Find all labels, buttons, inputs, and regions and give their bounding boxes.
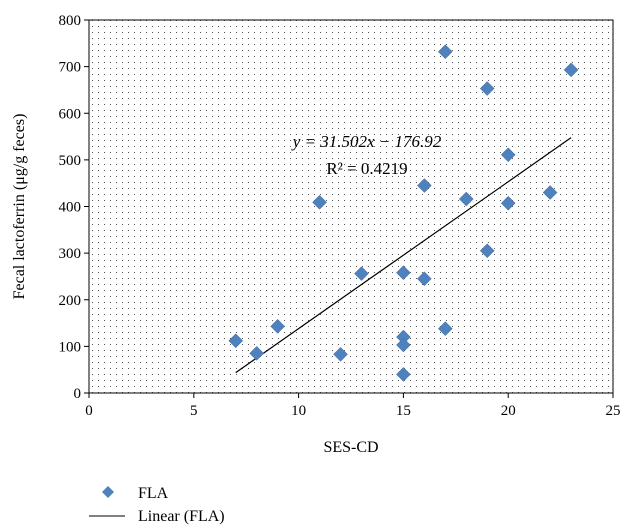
y-tick-label: 400 bbox=[59, 200, 82, 216]
y-tick-label: 300 bbox=[59, 246, 82, 262]
data-points-layer bbox=[228, 44, 579, 382]
regression-equation: y = 31.502x − 176.92 bbox=[291, 132, 442, 151]
y-tick-label: 200 bbox=[59, 293, 82, 309]
data-point bbox=[417, 271, 432, 287]
legend-diamond-icon bbox=[102, 486, 114, 498]
data-point bbox=[249, 346, 265, 361]
plot-background bbox=[89, 20, 613, 393]
data-point bbox=[396, 265, 411, 281]
legend: FLA Linear (FLA) bbox=[89, 485, 225, 525]
y-axis-title: Fecal lactoferrin (μg/g feces) bbox=[11, 114, 28, 300]
plot-area bbox=[88, 19, 614, 394]
trendline-layer bbox=[235, 137, 572, 374]
data-point bbox=[228, 333, 244, 349]
y-tick-label: 600 bbox=[59, 106, 82, 122]
data-point bbox=[458, 191, 474, 207]
data-point bbox=[354, 266, 369, 281]
data-point bbox=[333, 346, 348, 362]
data-point bbox=[437, 44, 453, 60]
data-point bbox=[542, 185, 558, 200]
x-axis-ticks: 0 5 10 15 20 25 bbox=[85, 393, 621, 419]
x-tick-label: 25 bbox=[606, 403, 621, 419]
y-tick-label: 700 bbox=[59, 60, 82, 76]
data-point bbox=[437, 321, 453, 337]
legend-label-trendline: Linear (FLA) bbox=[138, 508, 225, 525]
x-tick-label: 5 bbox=[190, 403, 198, 419]
y-axis-ticks: 0 100 200 300 400 500 600 700 800 bbox=[59, 13, 89, 402]
data-point bbox=[563, 62, 579, 78]
legend-label-series: FLA bbox=[138, 485, 169, 502]
x-axis-title: SES-CD bbox=[323, 439, 378, 456]
y-tick-label: 800 bbox=[59, 13, 82, 29]
y-tick-label: 0 bbox=[74, 386, 82, 402]
data-point bbox=[417, 178, 432, 193]
x-tick-label: 0 bbox=[85, 403, 93, 419]
data-point bbox=[500, 195, 516, 211]
data-point bbox=[396, 337, 411, 353]
data-point bbox=[312, 194, 327, 210]
x-tick-label: 10 bbox=[291, 403, 306, 419]
data-point bbox=[270, 318, 285, 334]
x-tick-label: 20 bbox=[501, 403, 516, 419]
y-tick-label: 500 bbox=[59, 153, 82, 169]
y-tick-label: 100 bbox=[59, 339, 82, 355]
data-point bbox=[479, 81, 495, 96]
r-squared-label: R² = 0.4219 bbox=[326, 159, 407, 178]
data-point bbox=[500, 147, 516, 163]
data-point bbox=[396, 366, 411, 382]
x-tick-label: 15 bbox=[396, 403, 411, 419]
data-point bbox=[479, 243, 495, 259]
trendline bbox=[235, 137, 572, 374]
